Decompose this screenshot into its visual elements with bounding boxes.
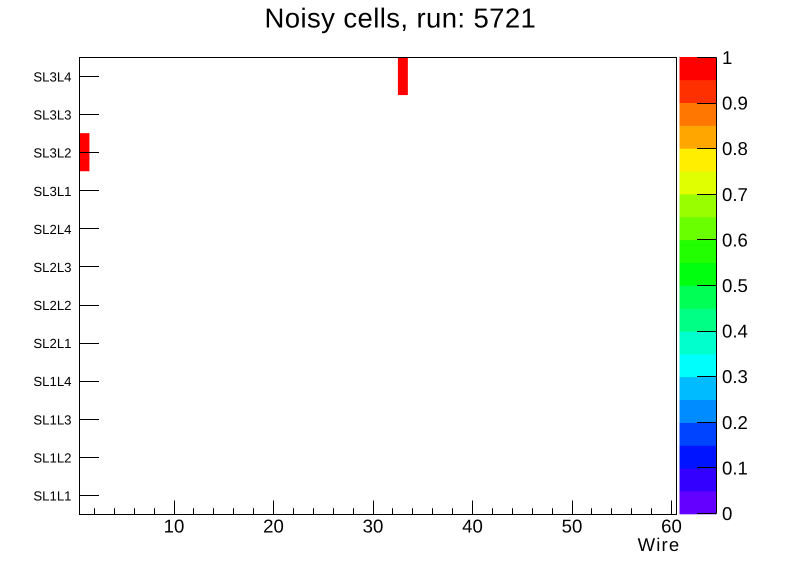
- svg-text:SL3L4: SL3L4: [33, 70, 71, 85]
- svg-text:Wire: Wire: [638, 534, 681, 555]
- svg-text:SL1L3: SL1L3: [33, 412, 71, 427]
- svg-text:SL2L3: SL2L3: [33, 260, 71, 275]
- svg-text:SL2L1: SL2L1: [33, 336, 71, 351]
- svg-text:10: 10: [164, 515, 185, 536]
- svg-text:SL3L1: SL3L1: [33, 184, 71, 199]
- svg-text:SL2L4: SL2L4: [33, 222, 71, 237]
- svg-text:30: 30: [363, 515, 384, 536]
- svg-text:Noisy cells, run: 5721: Noisy cells, run: 5721: [265, 2, 537, 33]
- svg-text:SL1L2: SL1L2: [33, 450, 71, 465]
- svg-text:40: 40: [462, 515, 483, 536]
- svg-text:0.4: 0.4: [722, 321, 748, 342]
- svg-text:SL2L2: SL2L2: [33, 298, 71, 313]
- svg-text:20: 20: [263, 515, 284, 536]
- svg-text:0.1: 0.1: [722, 457, 748, 478]
- svg-text:0.5: 0.5: [722, 275, 748, 296]
- svg-text:0.9: 0.9: [722, 93, 748, 114]
- svg-text:60: 60: [661, 515, 682, 536]
- svg-text:0.2: 0.2: [722, 412, 748, 433]
- svg-text:SL1L1: SL1L1: [33, 488, 71, 503]
- svg-text:1: 1: [722, 47, 732, 68]
- svg-text:0.3: 0.3: [722, 366, 748, 387]
- svg-text:0: 0: [722, 503, 732, 524]
- svg-text:0.7: 0.7: [722, 184, 748, 205]
- svg-text:SL3L3: SL3L3: [33, 108, 71, 123]
- svg-text:50: 50: [562, 515, 583, 536]
- svg-text:SL3L2: SL3L2: [33, 146, 71, 161]
- svg-text:0.6: 0.6: [722, 229, 748, 250]
- svg-text:0.8: 0.8: [722, 138, 748, 159]
- svg-text:SL1L4: SL1L4: [33, 374, 71, 389]
